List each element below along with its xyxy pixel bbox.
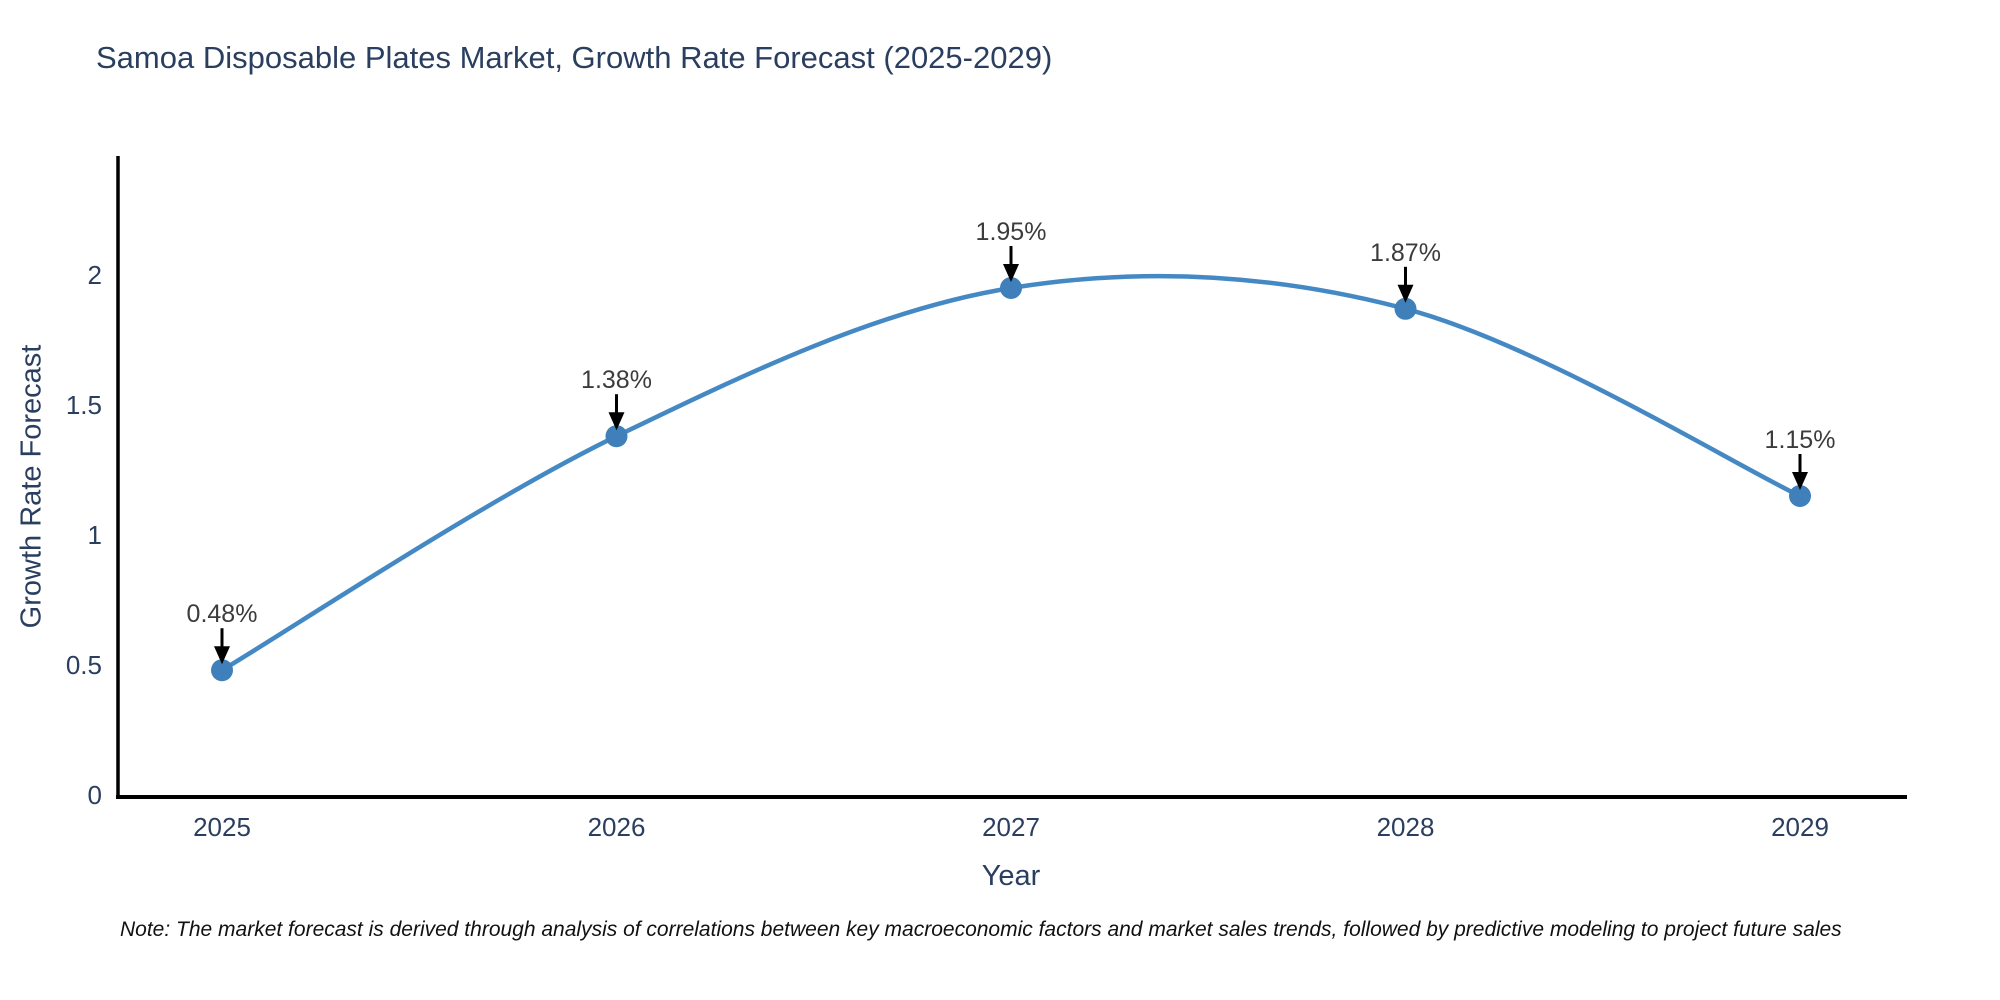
x-axis-title: Year: [981, 860, 1041, 892]
point-annotation-label: 1.87%: [1370, 239, 1441, 267]
point-annotation-label: 1.38%: [581, 366, 652, 394]
footnote: Note: The market forecast is derived thr…: [120, 918, 1842, 941]
data-point-marker[interactable]: [1000, 277, 1022, 299]
y-tick-label: 0: [88, 780, 102, 810]
x-tick-label: 2026: [588, 812, 646, 842]
y-tick-label: 2: [88, 260, 102, 290]
y-tick-label: 1: [88, 520, 102, 550]
annotation-arrowhead: [608, 412, 625, 431]
annotation-arrowhead: [1792, 472, 1808, 490]
x-tick-label: 2027: [982, 812, 1040, 842]
point-annotation-label: 1.95%: [976, 218, 1047, 246]
point-annotation-label: 1.15%: [1765, 426, 1836, 454]
x-tick-label: 2029: [1771, 812, 1829, 842]
data-point-marker[interactable]: [605, 425, 628, 448]
y-axis-title: Growth Rate Forecast: [15, 344, 48, 629]
y-tick-label: 0.5: [66, 650, 102, 680]
point-annotation-label: 0.48%: [187, 600, 258, 628]
annotation-arrowhead: [1003, 264, 1019, 282]
y-tick-label: 1.5: [66, 390, 102, 420]
chart-title: Samoa Disposable Plates Market, Growth R…: [96, 40, 1053, 75]
data-point-marker[interactable]: [1394, 297, 1417, 320]
annotation-arrowhead: [214, 646, 230, 665]
series-line: [219, 273, 1803, 673]
x-tick-label: 2025: [193, 812, 251, 842]
x-tick-label: 2028: [1377, 812, 1435, 842]
annotation-arrowhead: [1397, 284, 1414, 303]
data-point-marker[interactable]: [211, 659, 233, 682]
data-point-marker[interactable]: [1789, 485, 1811, 507]
